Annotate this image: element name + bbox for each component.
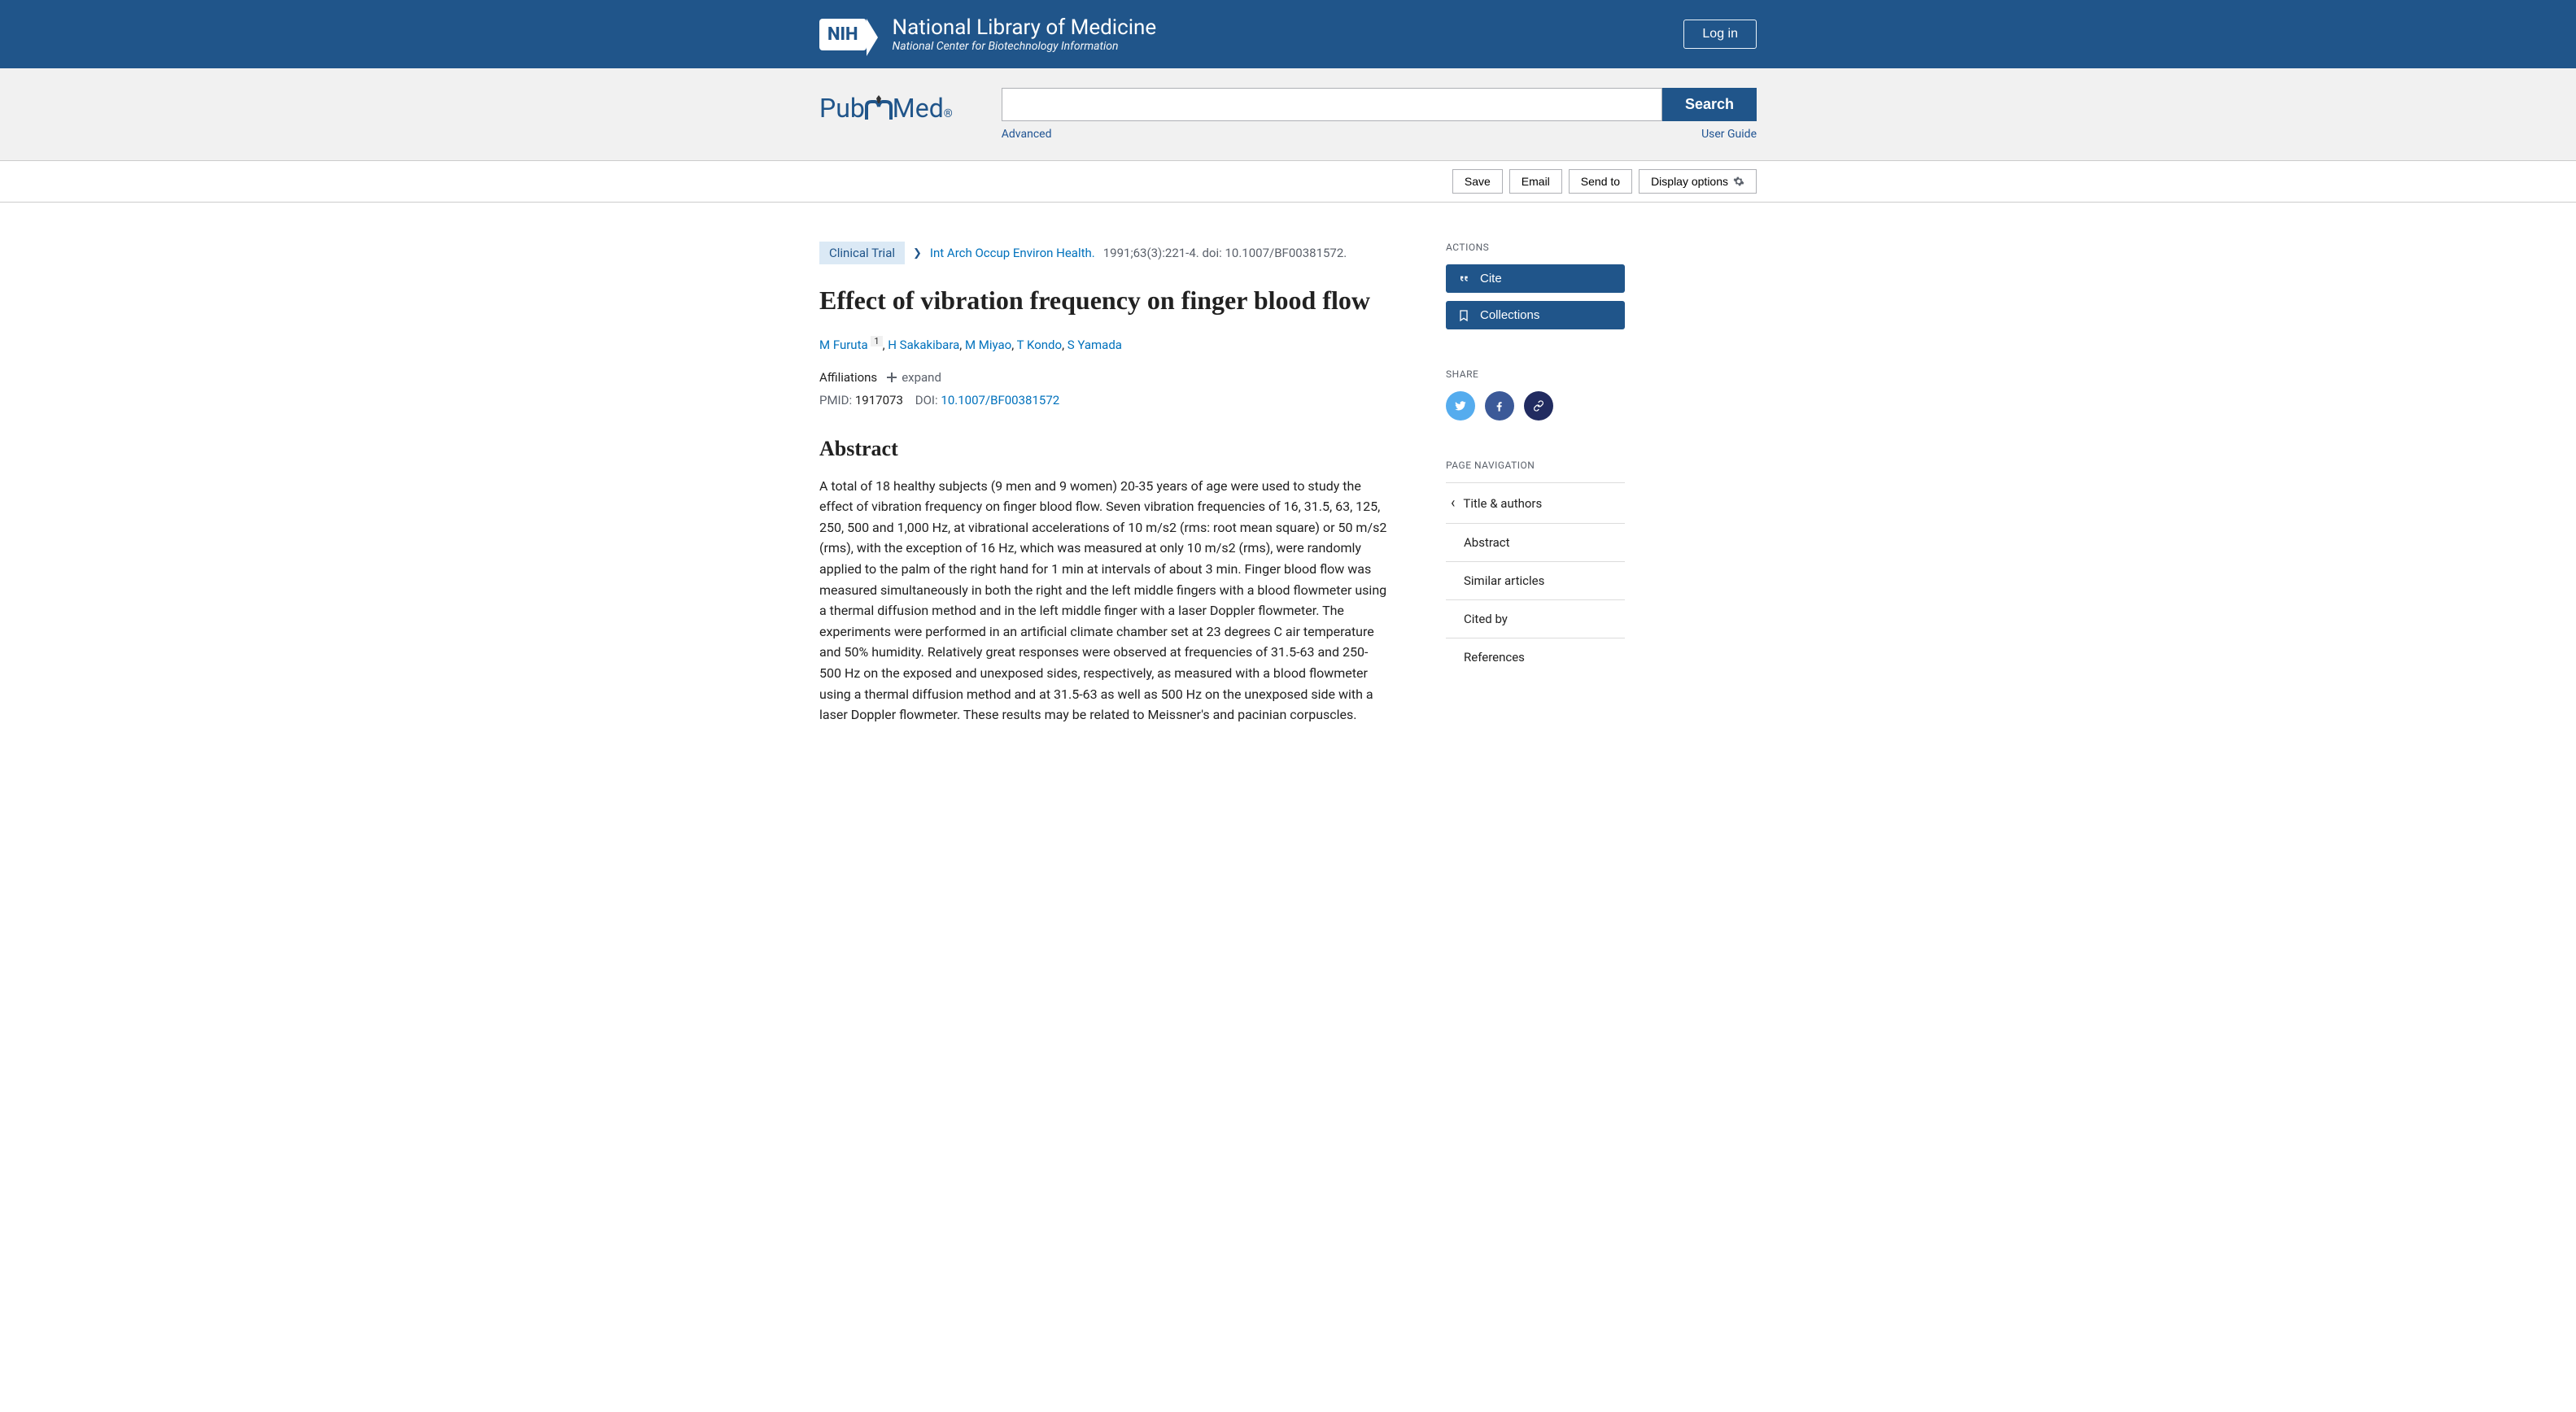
author-link[interactable]: T Kondo [1017, 338, 1062, 352]
nav-similar-articles[interactable]: Similar articles [1446, 562, 1625, 599]
citation-text: 1991;63(3):221-4. doi: 10.1007/BF0038157… [1103, 246, 1347, 260]
pubmed-logo-icon [865, 93, 893, 126]
article-meta: Clinical Trial ❯ Int Arch Occup Environ … [819, 242, 1389, 264]
gear-icon [1733, 176, 1744, 187]
actions-label: ACTIONS [1446, 242, 1625, 253]
pmid-value: 1917073 [855, 393, 903, 407]
save-button[interactable]: Save [1452, 169, 1503, 194]
sidebar: ACTIONS Cite Collections SHARE [1446, 242, 1625, 726]
pmid-label: PMID: [819, 393, 852, 407]
main-content: Clinical Trial ❯ Int Arch Occup Environ … [800, 203, 1776, 758]
share-permalink-button[interactable] [1524, 391, 1553, 421]
display-options-label: Display options [1651, 175, 1728, 188]
article-title: Effect of vibration frequency on finger … [819, 284, 1389, 318]
pubmed-logo-pub: Pub [819, 93, 865, 124]
nav-references[interactable]: References [1446, 638, 1625, 676]
identifier-row: PMID: 1917073 DOI: 10.1007/BF00381572 [819, 393, 1389, 407]
expand-affiliations-button[interactable]: expand [887, 370, 941, 385]
plus-icon [887, 373, 897, 382]
author-link[interactable]: M Miyao [965, 338, 1011, 352]
abstract-text: A total of 18 healthy subjects (9 men an… [819, 476, 1389, 726]
chevron-right-icon: ❯ [913, 247, 922, 259]
author-link[interactable]: S Yamada [1068, 338, 1122, 352]
nlm-title: National Library of Medicine [893, 15, 1157, 40]
page-nav-list: Title & authors Abstract Similar article… [1446, 482, 1625, 676]
search-input[interactable] [1002, 88, 1662, 121]
author-link[interactable]: H Sakakibara [888, 338, 959, 352]
page-nav-label: PAGE NAVIGATION [1446, 460, 1625, 471]
pubmed-logo-ed: Med [893, 93, 944, 124]
share-facebook-button[interactable] [1485, 391, 1514, 421]
collections-label: Collections [1480, 308, 1539, 322]
twitter-icon [1454, 399, 1467, 412]
article: Clinical Trial ❯ Int Arch Occup Environ … [819, 242, 1389, 726]
bookmark-icon [1457, 309, 1470, 322]
facebook-icon [1493, 399, 1506, 412]
email-button[interactable]: Email [1509, 169, 1562, 194]
doi-link[interactable]: 10.1007/BF00381572 [941, 393, 1059, 407]
abstract-heading: Abstract [819, 437, 1389, 461]
article-toolbar: Save Email Send to Display options [0, 161, 2576, 203]
cite-label: Cite [1480, 272, 1502, 285]
publication-type-badge: Clinical Trial [819, 242, 905, 264]
nih-logo[interactable]: NIH National Library of Medicine Nationa… [819, 15, 1156, 53]
ncbi-subtitle: National Center for Biotechnology Inform… [893, 40, 1157, 53]
display-options-button[interactable]: Display options [1639, 169, 1757, 194]
collections-button[interactable]: Collections [1446, 301, 1625, 329]
author-list: M Furuta 1, H Sakakibara, M Miyao, T Kon… [819, 336, 1389, 352]
share-label: SHARE [1446, 368, 1625, 380]
nav-title-authors[interactable]: Title & authors [1446, 483, 1625, 523]
nav-cited-by[interactable]: Cited by [1446, 600, 1625, 638]
nih-badge-icon: NIH [819, 19, 867, 50]
pubmed-logo-reg: ® [944, 107, 953, 120]
affiliations-label: Affiliations [819, 370, 877, 385]
author-link[interactable]: M Furuta [819, 338, 868, 352]
nav-abstract[interactable]: Abstract [1446, 524, 1625, 561]
send-to-button[interactable]: Send to [1569, 169, 1632, 194]
link-icon [1532, 399, 1545, 412]
affiliations-row: Affiliations expand [819, 370, 1389, 385]
doi-label: DOI: [915, 393, 938, 407]
quote-icon [1457, 272, 1470, 285]
journal-link[interactable]: Int Arch Occup Environ Health. [930, 246, 1095, 260]
cite-button[interactable]: Cite [1446, 264, 1625, 293]
pubmed-logo[interactable]: Pub Med ® [819, 88, 953, 126]
search-section: Pub Med ® Search Advanced User Guide [0, 68, 2576, 161]
nih-header: NIH National Library of Medicine Nationa… [0, 0, 2576, 68]
login-button[interactable]: Log in [1683, 20, 1757, 49]
author-affiliation-sup: 1 [871, 336, 882, 346]
share-twitter-button[interactable] [1446, 391, 1475, 421]
search-button[interactable]: Search [1662, 88, 1757, 121]
advanced-search-link[interactable]: Advanced [1002, 128, 1052, 141]
user-guide-link[interactable]: User Guide [1701, 128, 1757, 141]
